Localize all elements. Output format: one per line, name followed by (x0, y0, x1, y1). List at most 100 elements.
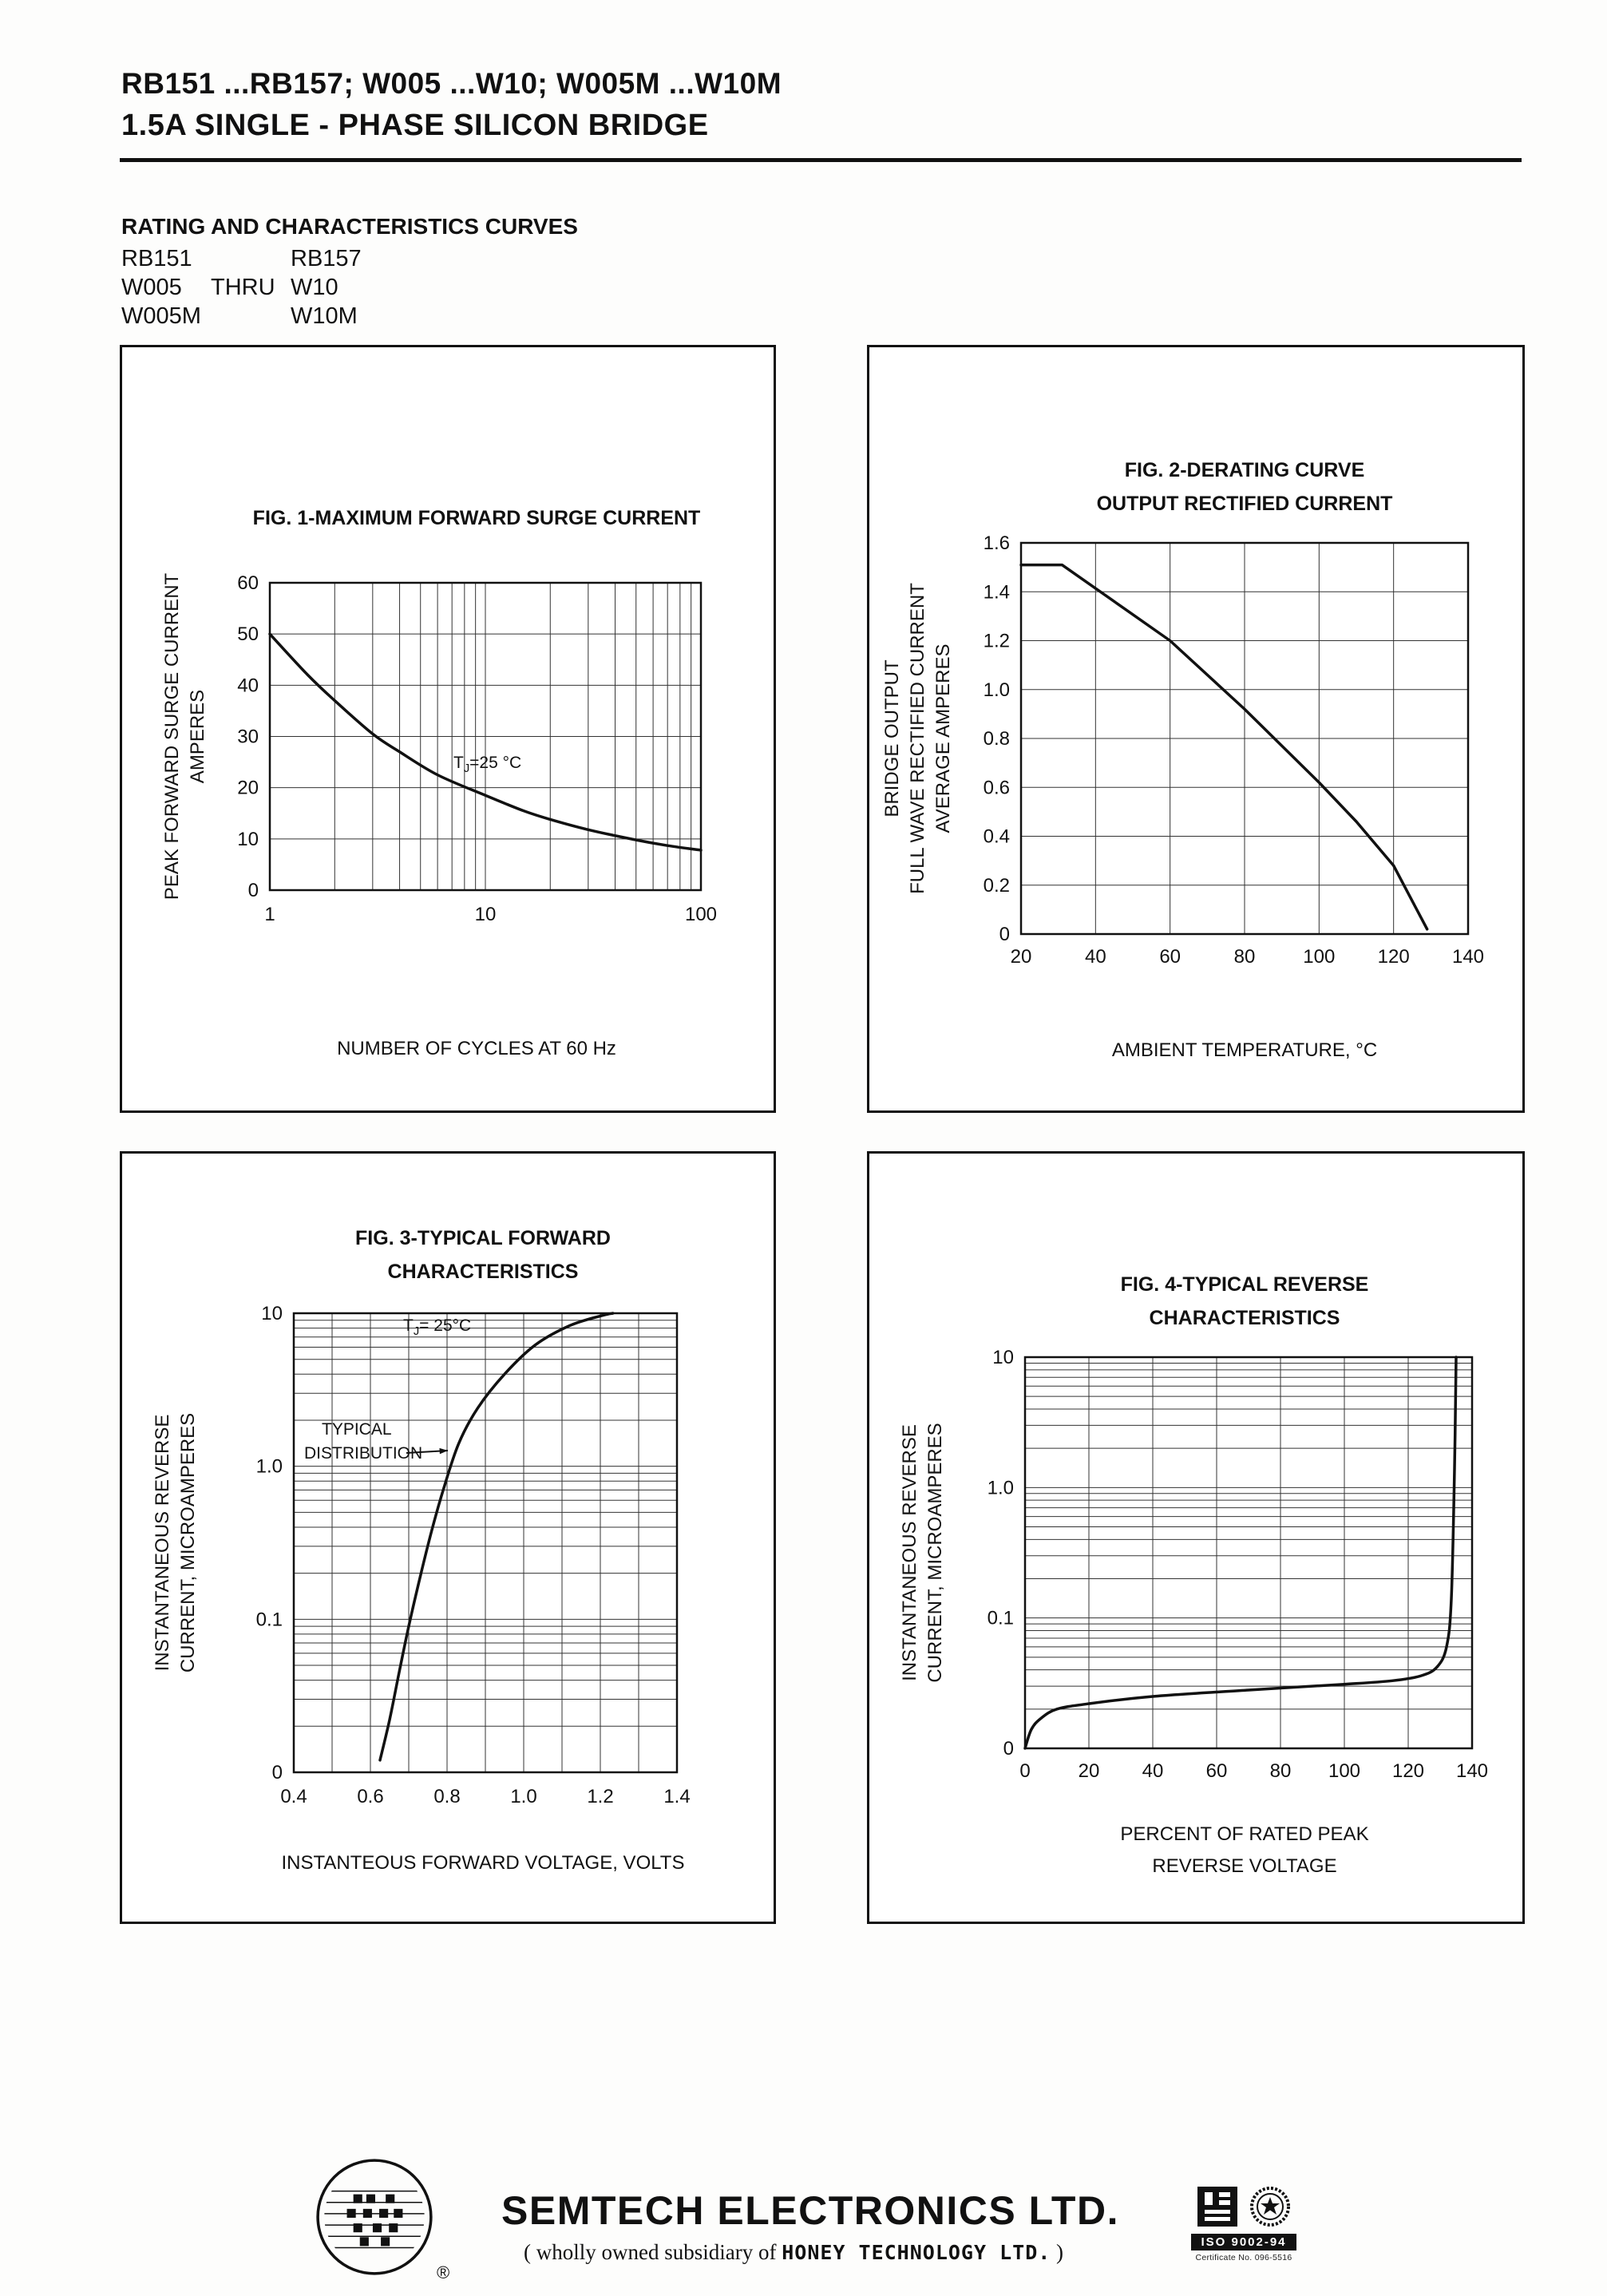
fig3-panel: 0.4 0.6 0.8 1.0 1.2 1.4 10 1.0 0.1 0 FIG. 3-TYPICA… (120, 1151, 776, 1924)
svg-text:30: 30 (237, 726, 259, 748)
svg-text:0.2: 0.2 (984, 875, 1010, 897)
svg-text:FIG. 3-TYPICAL FORWARD: FIG. 3-TYPICAL FORWARD (355, 1227, 611, 1249)
page-title-part-numbers: RB151 ...RB157; W005 ...W10; W005M ...W1… (121, 67, 782, 100)
fig2-panel: 20 40 60 80 100 120 140 0 0.2 0.4 0.6 0.8 1.0 1.2 1.4 1… (867, 345, 1525, 1113)
subsidiary-suffix: ) (1051, 2240, 1064, 2264)
svg-text:1.4: 1.4 (984, 581, 1010, 603)
svg-text:1.0: 1.0 (988, 1477, 1014, 1498)
svg-text:60: 60 (237, 572, 259, 594)
svg-text:FIG. 1-MAXIMUM FORWARD SURGE C: FIG. 1-MAXIMUM FORWARD SURGE CURRENT (253, 507, 701, 529)
svg-text:0.4: 0.4 (280, 1786, 307, 1807)
fig2-derating-curve-chart: 20 40 60 80 100 120 140 0 0.2 0.4 0.6 0.8 1.0 1.2 1.4 1… (881, 459, 1484, 1061)
svg-text:AMPERES: AMPERES (187, 690, 208, 783)
part-number: W10 (291, 275, 338, 300)
svg-text:1.0: 1.0 (256, 1456, 283, 1478)
part-number: W005M (121, 303, 201, 329)
part-number: W10M (291, 303, 358, 329)
svg-text:0: 0 (1019, 1760, 1030, 1782)
svg-text:40: 40 (1085, 946, 1106, 968)
svg-text:0.6: 0.6 (357, 1786, 383, 1807)
svg-text:140: 140 (1452, 946, 1484, 968)
svg-text:AMBIENT TEMPERATURE, °C: AMBIENT TEMPERATURE, °C (1112, 1039, 1377, 1061)
svg-text:FIG. 4-TYPICAL REVERSE: FIG. 4-TYPICAL REVERSE (1121, 1273, 1369, 1296)
svg-text:40: 40 (237, 675, 259, 696)
certificate-number: Certificate No. 096-5516 (1195, 2253, 1292, 2262)
part-number: W005 (121, 275, 182, 300)
page-title-product: 1.5A SINGLE - PHASE SILICON BRIDGE (121, 109, 709, 142)
registered-trademark: ® (437, 2262, 450, 2282)
svg-text:1.0: 1.0 (510, 1786, 536, 1807)
svg-text:1.0: 1.0 (984, 679, 1010, 701)
svg-text:0.8: 0.8 (984, 728, 1010, 750)
part-number-row: W005M W10M (121, 303, 358, 330)
svg-text:BRIDGE OUTPUT: BRIDGE OUTPUT (881, 659, 903, 817)
svg-text:100: 100 (685, 904, 717, 925)
svg-text:80: 80 (1270, 1760, 1292, 1782)
svg-text:20: 20 (1011, 946, 1032, 968)
iso-certification-label: ISO 9002-94 (1191, 2234, 1296, 2250)
svg-text:120: 120 (1378, 946, 1410, 968)
svg-text:20: 20 (1079, 1760, 1100, 1782)
svg-text:0.4: 0.4 (984, 826, 1010, 848)
svg-text:60: 60 (1159, 946, 1181, 968)
part-number: RB157 (291, 246, 362, 271)
parent-company-name: HONEY TECHNOLOGY LTD. (782, 2241, 1051, 2264)
header-rule (120, 158, 1522, 162)
svg-text:80: 80 (1234, 946, 1256, 968)
fig3-typical-forward-characteristics-chart: 0.4 0.6 0.8 1.0 1.2 1.4 10 1.0 0.1 0 FIG. 3-TYPICA… (152, 1227, 691, 1874)
svg-text:FIG. 2-DERATING CURVE: FIG. 2-DERATING CURVE (1125, 459, 1365, 481)
svg-text:CHARACTERISTICS: CHARACTERISTICS (388, 1261, 579, 1283)
svg-text:TYPICAL: TYPICAL (322, 1420, 392, 1439)
svg-text:120: 120 (1392, 1760, 1424, 1782)
svg-text:0: 0 (248, 880, 259, 901)
part-number-row: RB151 RB157 (121, 246, 362, 272)
svg-text:PERCENT OF RATED PEAK: PERCENT OF RATED PEAK (1120, 1823, 1368, 1845)
svg-text:OUTPUT RECTIFIED CURRENT: OUTPUT RECTIFIED CURRENT (1097, 493, 1393, 515)
part-number-row: W005 THRU W10 (121, 275, 338, 301)
svg-text:REVERSE VOLTAGE: REVERSE VOLTAGE (1152, 1855, 1336, 1877)
subsidiary-line: ( wholly owned subsidiary of HONEY TECHN… (524, 2240, 1063, 2265)
svg-text:1: 1 (264, 904, 275, 925)
svg-text:10: 10 (992, 1347, 1014, 1368)
part-range-word: THRU (211, 275, 275, 300)
svg-text:20: 20 (237, 778, 259, 799)
certification-mark-1-icon (1197, 2187, 1237, 2227)
svg-text:CURRENT, MICROAMPERES: CURRENT, MICROAMPERES (924, 1423, 946, 1682)
svg-text:CURRENT, MICROAMPERES: CURRENT, MICROAMPERES (177, 1413, 199, 1673)
svg-text:140: 140 (1456, 1760, 1488, 1782)
svg-text:0: 0 (272, 1762, 283, 1783)
svg-text:100: 100 (1328, 1760, 1360, 1782)
svg-text:10: 10 (475, 904, 497, 925)
svg-text:FULL WAVE RECTIFIED CURRENT: FULL WAVE RECTIFIED CURRENT (907, 583, 928, 894)
svg-text:0.1: 0.1 (988, 1608, 1014, 1629)
svg-text:0: 0 (1003, 1738, 1014, 1760)
fig4-typical-reverse-characteristics-chart: 0 20 40 60 80 100 120 140 10 1.0 0.1 0 FIG. 4-TYPICA… (899, 1273, 1488, 1877)
fig4-panel: 0 20 40 60 80 100 120 140 10 1.0 0.1 0 FIG. 4-TYPICA… (867, 1151, 1525, 1924)
svg-text:1.2: 1.2 (984, 631, 1010, 652)
company-name: SEMTECH ELECTRONICS LTD. (501, 2188, 1119, 2233)
certification-mark-2-icon (1250, 2187, 1290, 2227)
svg-text:1.4: 1.4 (663, 1786, 690, 1807)
fig1-panel: 1 10 100 0 10 20 30 40 50 60 FIG. 1-MAXIMUM FORWAR… (120, 345, 776, 1113)
svg-text:0: 0 (999, 924, 1010, 945)
svg-text:1.2: 1.2 (587, 1786, 613, 1807)
svg-text:INSTANTANEOUS REVERSE: INSTANTANEOUS REVERSE (152, 1415, 173, 1672)
svg-text:40: 40 (1142, 1760, 1164, 1782)
svg-text:100: 100 (1303, 946, 1335, 968)
svg-text:60: 60 (1206, 1760, 1228, 1782)
certification-block: ISO 9002-94 Certificate No. 096-5516 (1191, 2184, 1296, 2262)
svg-text:INSTANTEOUS FORWARD VOLTAGE, V: INSTANTEOUS FORWARD VOLTAGE, VOLTS (282, 1852, 685, 1874)
fig1-maximum-forward-surge-current-chart: 1 10 100 0 10 20 30 40 50 60 FIG. 1-MAXIMUM FORWAR… (161, 507, 717, 1059)
svg-text:AVERAGE AMPERES: AVERAGE AMPERES (932, 644, 954, 833)
svg-text:0.1: 0.1 (256, 1609, 283, 1630)
subsidiary-prefix: ( wholly owned subsidiary of (524, 2240, 782, 2264)
semtech-logo (316, 2159, 433, 2275)
svg-text:10: 10 (261, 1303, 283, 1324)
svg-text:DISTRIBUTION: DISTRIBUTION (304, 1444, 422, 1463)
section-heading: RATING AND CHARACTERISTICS CURVES (121, 214, 578, 239)
svg-text:CHARACTERISTICS: CHARACTERISTICS (1150, 1307, 1340, 1329)
svg-text:TJ=25 °C: TJ=25 °C (453, 754, 521, 775)
part-range-word (211, 246, 291, 272)
svg-text:10: 10 (237, 829, 259, 850)
